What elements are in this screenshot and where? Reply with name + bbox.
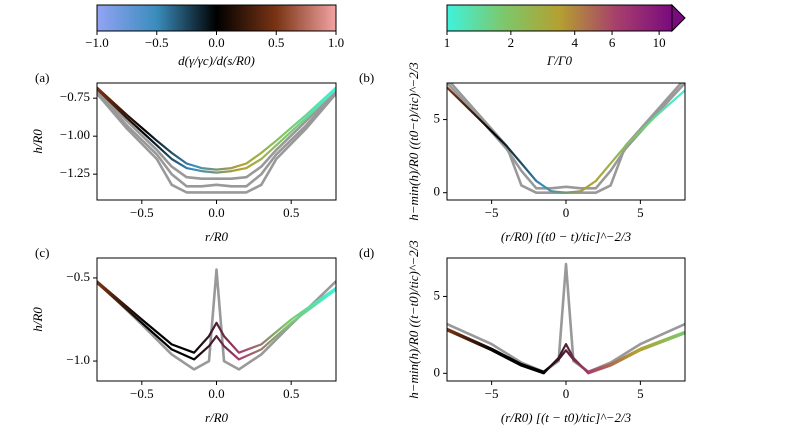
y-tick-label: −0.75 xyxy=(60,89,90,104)
curve xyxy=(97,268,336,371)
x-tick-label: −0.5 xyxy=(130,386,154,401)
panel-label: (b) xyxy=(359,70,374,85)
tick-label: −1.0 xyxy=(85,35,109,50)
colorbar xyxy=(447,5,672,31)
tick-label: 0.0 xyxy=(208,35,224,50)
curve xyxy=(97,280,336,354)
x-tick-label: 5 xyxy=(637,205,644,220)
colorbar-label: Γ/Γ0 xyxy=(546,53,572,68)
x-tick-label: 0.0 xyxy=(208,205,224,220)
y-tick-label: 0 xyxy=(434,184,441,199)
colorbar-extend xyxy=(671,3,686,33)
x-tick-label: 0 xyxy=(563,205,570,220)
curve xyxy=(447,83,685,190)
curve xyxy=(97,92,336,194)
colorbar-frame xyxy=(446,4,672,32)
y-tick-label: −1.25 xyxy=(60,165,90,180)
colorbar xyxy=(97,5,336,31)
curve xyxy=(447,262,685,374)
x-axis-label: (r/R0) [(t0 − t)/tic]^−2/3 xyxy=(501,229,632,244)
x-axis-label: r/R0 xyxy=(205,229,229,244)
curve xyxy=(97,86,336,171)
x-axis-label: (r/R0) [(t − t0)/tic]^−2/3 xyxy=(501,410,632,425)
y-tick-label: 5 xyxy=(434,111,441,126)
panel-label: (c) xyxy=(35,245,49,260)
x-tick-label: −5 xyxy=(485,205,499,220)
x-tick-label: 0 xyxy=(563,386,570,401)
tick-label: 2 xyxy=(508,35,515,50)
tick-label: −0.5 xyxy=(145,35,169,50)
tick-label: 4 xyxy=(571,35,578,50)
curve xyxy=(97,88,336,174)
y-tick-label: −1.0 xyxy=(66,352,90,367)
curve xyxy=(97,91,336,188)
curve xyxy=(447,329,685,375)
x-tick-label: 5 xyxy=(637,386,644,401)
y-axis-label: h−min(h)/R0 ((t0−t)/tic)^−2/3 xyxy=(406,62,421,221)
y-axis-label: h−min(h)/R0 ((t−t0)/tic)^−2/3 xyxy=(406,240,421,399)
x-tick-label: 0.5 xyxy=(283,205,299,220)
y-axis-label: h/R0 xyxy=(30,307,45,332)
tick-label: 6 xyxy=(609,35,616,50)
tick-label: 10 xyxy=(653,35,666,50)
y-tick-label: 5 xyxy=(434,287,441,302)
tick-label: 1 xyxy=(444,35,451,50)
x-tick-label: −0.5 xyxy=(130,205,154,220)
x-tick-label: 0.0 xyxy=(208,386,224,401)
curve xyxy=(97,282,336,361)
colorbar-label: d(γ/γc)/d(s/R0) xyxy=(178,53,255,68)
y-axis-label: h/R0 xyxy=(30,129,45,154)
x-tick-label: −5 xyxy=(485,386,499,401)
curve xyxy=(447,86,685,194)
tick-label: 0.5 xyxy=(268,35,284,50)
axes-frame xyxy=(446,82,686,201)
x-tick-label: 0.5 xyxy=(283,386,299,401)
y-tick-label: 0 xyxy=(434,364,441,379)
panel-label: (d) xyxy=(359,245,374,260)
x-axis-label: r/R0 xyxy=(205,410,229,425)
y-tick-label: −0.5 xyxy=(66,269,90,284)
curve xyxy=(447,327,685,373)
panel-label: (a) xyxy=(35,70,49,85)
y-tick-label: −1.00 xyxy=(60,127,90,142)
tick-label: 1.0 xyxy=(328,35,344,50)
axes-frame xyxy=(96,82,337,201)
curve xyxy=(449,83,683,194)
curve xyxy=(97,89,336,180)
